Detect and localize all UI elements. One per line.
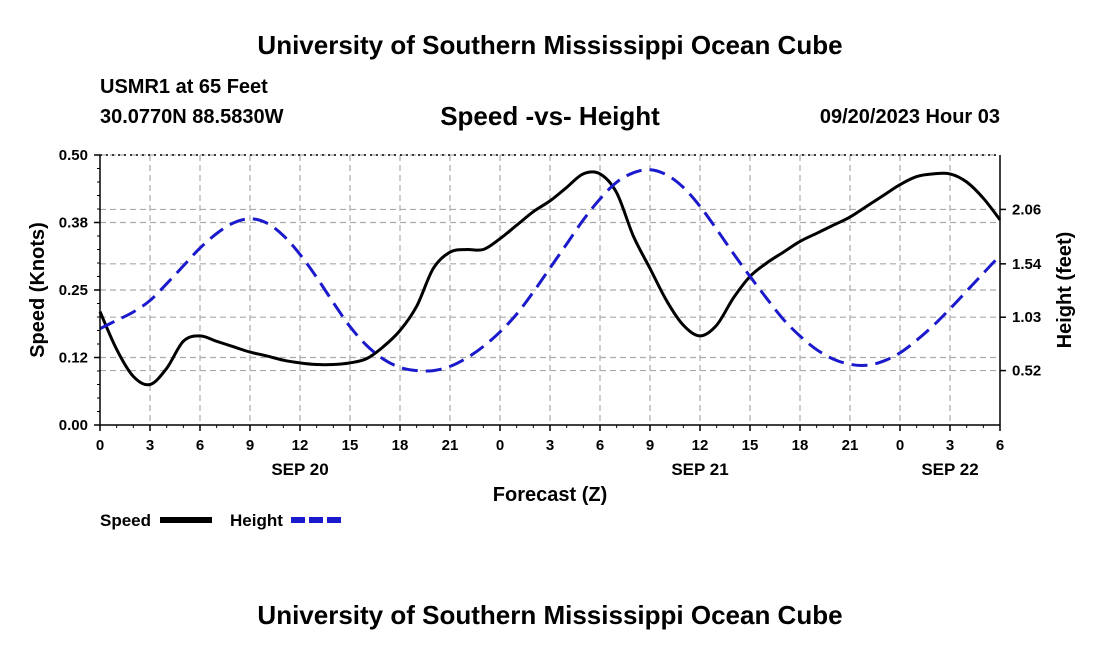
x-tick-label: 3	[946, 437, 954, 454]
speed-series-line	[98, 170, 1002, 387]
forecast-datetime: 09/20/2023 Hour 03	[819, 106, 1000, 128]
x-tick-label: 18	[792, 437, 809, 454]
x-tick-label: 21	[842, 437, 859, 454]
x-tick-label: 15	[342, 437, 359, 454]
x-tick-label: 3	[146, 437, 154, 454]
axis-labels: 0 3 6 9 12 15 18 21 0 3 6 9 12 15 18 21 0 3 6 SEP 20 SEP 21 S…	[27, 147, 1076, 506]
x-tick-label: 15	[742, 437, 759, 454]
x-tick-label: 9	[646, 437, 654, 454]
chart-title: Speed -vs- Height	[440, 101, 660, 131]
chart-legend: Speed Height	[100, 511, 343, 530]
x-date-label: SEP 21	[671, 460, 728, 479]
y-right-tick-label: 1.54	[1012, 256, 1042, 273]
y-right-axis-title: Height (feet)	[1054, 232, 1076, 349]
x-tick-label: 18	[392, 437, 409, 454]
x-tick-label: 6	[996, 437, 1004, 454]
x-tick-label: 6	[596, 437, 604, 454]
x-date-label: SEP 20	[271, 460, 328, 479]
x-tick-label: 3	[546, 437, 554, 454]
chart-axes	[94, 154, 1006, 431]
x-date-label: SEP 22	[921, 460, 978, 479]
y-left-tick-label: 0.50	[59, 147, 88, 164]
x-axis-title: Forecast (Z)	[493, 484, 607, 506]
x-tick-label: 0	[896, 437, 904, 454]
y-left-axis-title: Speed (Knots)	[27, 222, 49, 358]
x-tick-label: 12	[692, 437, 709, 454]
series-lines	[98, 168, 1002, 387]
x-tick-label: 0	[96, 437, 104, 454]
legend-speed-label: Speed	[100, 511, 151, 530]
y-left-tick-label: 0.38	[59, 215, 88, 232]
y-left-tick-label: 0.00	[59, 417, 88, 434]
y-left-tick-label: 0.25	[59, 282, 88, 299]
y-right-tick-label: 1.03	[1012, 309, 1041, 326]
x-tick-label: 12	[292, 437, 309, 454]
y-right-tick-label: 2.06	[1012, 201, 1041, 218]
x-tick-label: 6	[196, 437, 204, 454]
x-tick-label: 21	[442, 437, 459, 454]
station-coordinates: 30.0770N 88.5830W	[100, 106, 284, 128]
x-tick-label: 0	[496, 437, 504, 454]
station-label: USMR1 at 65 Feet	[100, 76, 268, 98]
footer-title: University of Southern Mississippi Ocean…	[257, 600, 843, 630]
legend-height-label: Height	[230, 511, 283, 530]
x-tick-label: 9	[246, 437, 254, 454]
grid-lines	[100, 154, 1000, 425]
y-right-tick-label: 0.52	[1012, 363, 1041, 380]
page-title: University of Southern Mississippi Ocean…	[257, 30, 843, 60]
y-left-tick-label: 0.12	[59, 350, 88, 367]
